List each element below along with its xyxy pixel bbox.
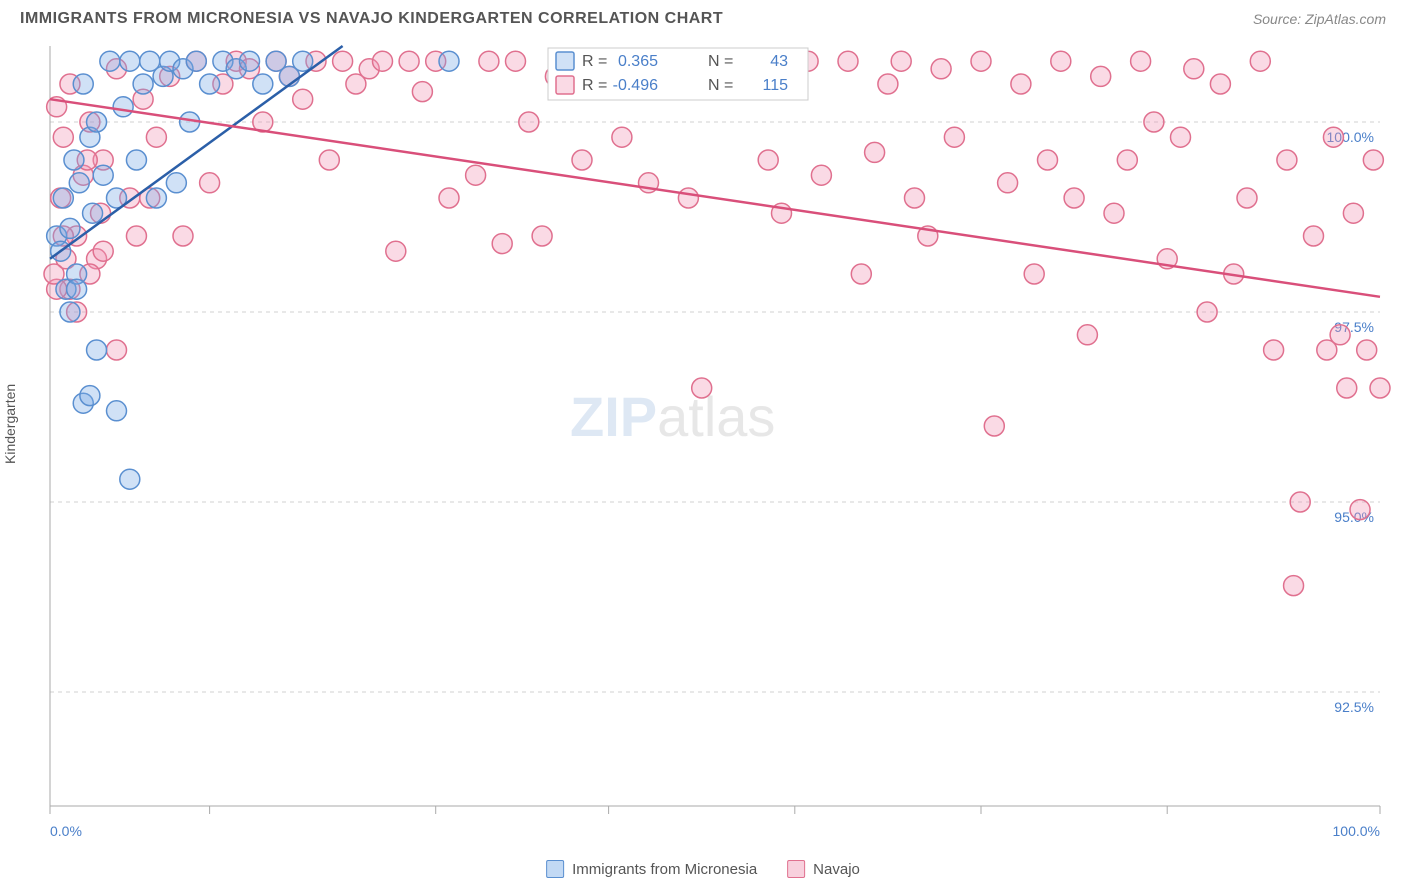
svg-text:92.5%: 92.5% <box>1334 699 1374 715</box>
svg-text:N =: N = <box>708 53 733 70</box>
chart-container: Kindergarten 92.5%95.0%97.5%100.0%ZIPatl… <box>0 36 1406 886</box>
footer-legend: Immigrants from Micronesia Navajo <box>546 860 860 878</box>
svg-text:R =: R = <box>582 53 607 70</box>
legend-item: Immigrants from Micronesia <box>546 860 757 878</box>
chart-source: Source: ZipAtlas.com <box>1253 11 1386 27</box>
legend-label: Immigrants from Micronesia <box>572 861 757 878</box>
scatter-chart: 92.5%95.0%97.5%100.0%ZIPatlas0.0%100.0%R… <box>0 36 1406 886</box>
svg-text:115: 115 <box>762 77 788 94</box>
chart-title: IMMIGRANTS FROM MICRONESIA VS NAVAJO KIN… <box>20 10 723 28</box>
legend-swatch <box>787 860 805 878</box>
svg-text:100.0%: 100.0% <box>1333 823 1380 839</box>
svg-text:0.0%: 0.0% <box>50 823 82 839</box>
svg-text:R =: R = <box>582 77 607 94</box>
svg-text:ZIPatlas: ZIPatlas <box>570 385 775 448</box>
svg-text:N =: N = <box>708 77 733 94</box>
svg-text:43: 43 <box>770 53 788 70</box>
svg-text:-0.496: -0.496 <box>613 77 658 94</box>
legend-label: Navajo <box>813 861 860 878</box>
y-axis-label: Kindergarten <box>2 384 18 464</box>
legend-swatch <box>546 860 564 878</box>
svg-text:0.365: 0.365 <box>618 53 658 70</box>
legend-item: Navajo <box>787 860 860 878</box>
chart-header: IMMIGRANTS FROM MICRONESIA VS NAVAJO KIN… <box>0 0 1406 36</box>
